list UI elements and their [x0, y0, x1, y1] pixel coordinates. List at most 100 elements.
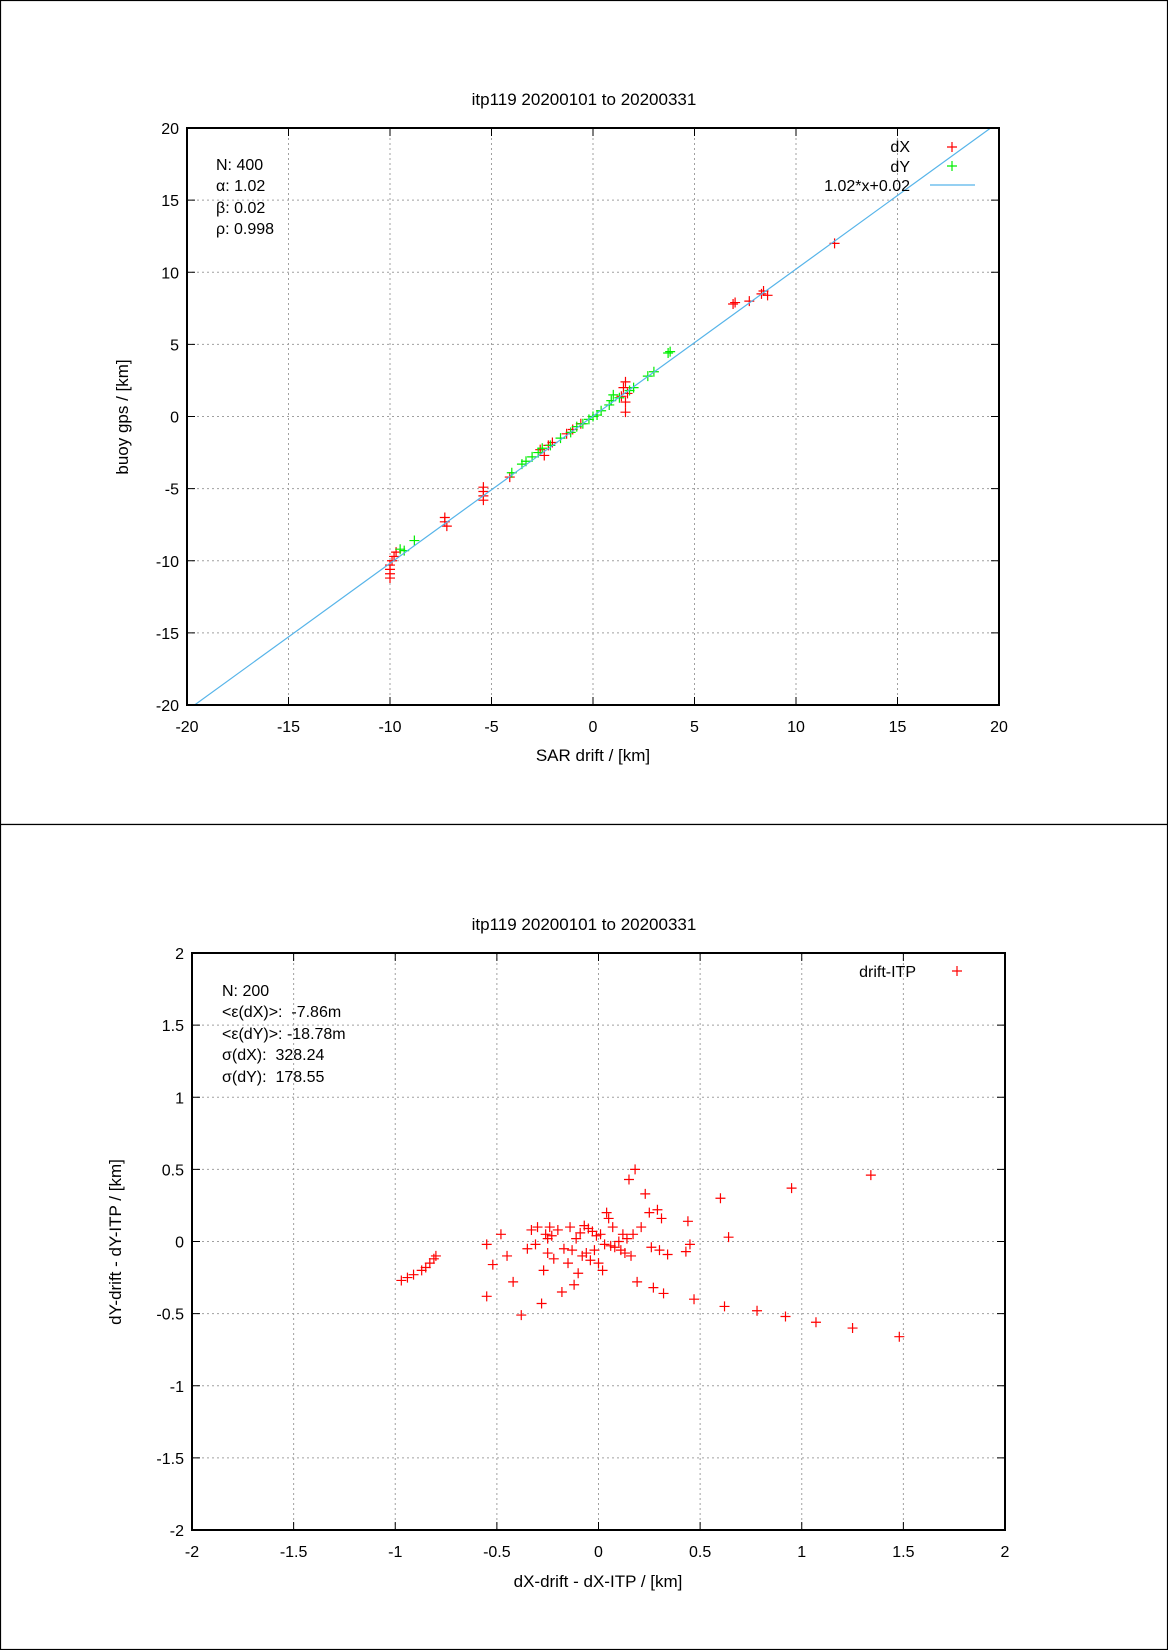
data-point [567, 1245, 578, 1256]
data-point [865, 1170, 876, 1181]
y-tick-label: -2 [170, 1523, 184, 1540]
data-point [715, 1193, 726, 1204]
y-tick-label: -15 [156, 626, 179, 643]
data-point [786, 1183, 797, 1194]
legend-label-drift-itp: drift-ITP [859, 964, 916, 981]
data-point [628, 382, 639, 393]
data-point [571, 421, 582, 432]
data-point [646, 1242, 657, 1253]
data-point [430, 1250, 441, 1261]
legend: drift-ITP [859, 964, 962, 981]
data-point [663, 348, 674, 359]
data-point [556, 1286, 567, 1297]
data-point [481, 1239, 492, 1250]
data-point [665, 346, 676, 357]
y-tick-label: 0 [175, 1235, 184, 1252]
data-point [558, 1243, 569, 1254]
data-point [536, 1298, 547, 1309]
grid [192, 953, 1005, 1530]
legend-marker [952, 966, 962, 976]
x-tick-label: 0 [594, 1544, 603, 1561]
data-point [620, 407, 631, 418]
data-series [396, 1164, 905, 1342]
legend-label-dx: dX [890, 139, 910, 156]
y-tick-label: 1 [175, 1090, 184, 1107]
data-point [632, 1276, 643, 1287]
y-tick-label: 1.5 [162, 1018, 184, 1035]
data-point [595, 1229, 606, 1240]
legend: dX dY 1.02*x+0.02 [824, 139, 975, 195]
data-point [522, 1243, 533, 1254]
x-tick-label: -5 [484, 719, 498, 736]
data-point [752, 1305, 763, 1316]
data-point [542, 1248, 553, 1259]
drift-residual-chart: itp119 20200101 to 20200331 -2 -1.5 -1 -0.5… [106, 915, 1010, 1591]
data-point [544, 1222, 555, 1233]
data-point [530, 1239, 541, 1250]
fit-line [193, 128, 992, 705]
data-point [618, 382, 629, 393]
data-point [563, 1258, 574, 1269]
x-tick-label: 15 [889, 719, 907, 736]
data-point [597, 1265, 608, 1276]
x-tick-label: 20 [990, 719, 1008, 736]
legend-swatches [930, 142, 975, 186]
y-tick-label: 15 [161, 193, 179, 210]
data-point [608, 389, 619, 400]
x-tick-label: -1 [388, 1544, 402, 1561]
data-point [620, 397, 631, 408]
data-point [537, 443, 548, 454]
data-point [396, 1275, 407, 1286]
data-point [719, 1301, 730, 1312]
data-point [478, 495, 489, 506]
data-point [601, 1207, 612, 1218]
data-point [589, 1245, 600, 1256]
data-point [613, 1236, 624, 1247]
x-tick-label: -10 [378, 719, 401, 736]
chart-title: itp119 20200101 to 20200331 [472, 915, 697, 934]
data-point [555, 433, 566, 444]
data-point [585, 1255, 596, 1266]
data-point [810, 1317, 821, 1328]
data-point [628, 1229, 639, 1240]
plot-area-border [191, 952, 1006, 1531]
data-point [481, 1291, 492, 1302]
legend-swatches [952, 966, 962, 976]
data-point [575, 1227, 586, 1238]
data-point [630, 1164, 641, 1175]
data-point [619, 1248, 630, 1259]
legend-label-fit: 1.02*x+0.02 [824, 178, 910, 195]
stat-sigma-dy: σ(dY): 178.55 [222, 1069, 324, 1086]
data-point [591, 1230, 602, 1241]
data-point [658, 1288, 669, 1299]
x-axis-label: SAR drift / [km] [536, 746, 650, 765]
chart-title: itp119 20200101 to 20200331 [472, 90, 697, 109]
upper-panel-frame [0, 0, 1168, 826]
data-point [569, 1279, 580, 1290]
data-point [644, 1207, 655, 1218]
stat-n: N: 400 [216, 157, 263, 174]
x-tick-label: -1.5 [280, 1544, 308, 1561]
data-point [561, 428, 572, 439]
legend-marker [947, 142, 957, 152]
data-point [636, 1222, 647, 1233]
stat-rho: ρ: 0.998 [216, 221, 274, 238]
grid [187, 128, 999, 705]
data-point [609, 1242, 620, 1253]
stat-mean-dx: <ε(dX)>: -7.86m [222, 1004, 341, 1021]
data-point [546, 1230, 557, 1241]
y-axis-label: buoy gps / [km] [113, 359, 132, 474]
y-tick-label: -20 [156, 698, 179, 715]
data-point [395, 544, 406, 555]
data-point [654, 1245, 665, 1256]
legend-marker [947, 161, 957, 171]
y-tick-label: -1.5 [156, 1451, 184, 1468]
data-series [193, 128, 992, 705]
x-tick-label: -0.5 [483, 1544, 511, 1561]
data-point [571, 1233, 582, 1244]
stat-sigma-dx: σ(dX): 328.24 [222, 1047, 324, 1064]
x-tick-label: -2 [185, 1544, 199, 1561]
data-point [573, 1268, 584, 1279]
data-point [640, 1188, 651, 1199]
y-tick-label: -5 [165, 482, 179, 499]
